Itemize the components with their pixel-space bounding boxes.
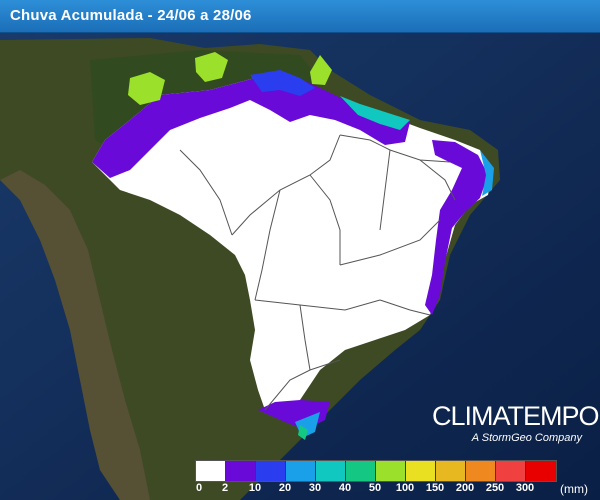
legend-swatch [406,461,436,481]
rain-peak-north [195,52,228,82]
legend-label: 100 [395,482,415,494]
legend-unit: (mm) [560,482,588,496]
legend-label: 150 [425,482,445,494]
rain-band-east [425,140,488,315]
rain-band-north [92,74,410,178]
state-borders [179,134,456,411]
legend-swatch [436,461,466,481]
brazil-area [92,72,492,420]
rain-edge-coast [340,96,410,130]
legend-label: 50 [368,482,382,494]
legend-label: 20 [278,482,292,494]
legend-ticks: 0 2 10 20 30 40 50 100 150 200 250 300 [195,482,575,496]
rain-legend: 0 2 10 20 30 40 50 100 150 200 250 300 (mm) [195,458,595,498]
rain-peak-northeast [310,55,332,85]
legend-swatch [196,461,226,481]
legend-swatches [195,460,557,482]
brand-tagline: A StormGeo Company [471,432,582,444]
legend-label: 250 [485,482,505,494]
legend-label: 30 [308,482,322,494]
legend-swatch [496,461,526,481]
legend-label: 40 [338,482,352,494]
legend-swatch [466,461,496,481]
legend-label: 10 [248,482,262,494]
legend-label: 300 [515,482,535,494]
climatempo-logo: CLIMATEMPO A StormGeo Company [432,401,600,444]
legend-swatch [526,461,556,481]
legend-swatch [376,461,406,481]
rain-map [0,33,600,500]
legend-swatch [256,461,286,481]
rain-edge-north [250,70,315,96]
title-bar: Chuva Acumulada - 24/06 a 28/06 [0,0,600,33]
legend-label: 200 [455,482,475,494]
rain-peak-south [298,425,308,440]
rain-peak-northwest [128,72,165,105]
legend-swatch [316,461,346,481]
legend-label: 0 [195,482,203,494]
legend-swatch [286,461,316,481]
brand-name: CLIMATEMPO [432,401,600,431]
andes [0,170,150,500]
legend-swatch [346,461,376,481]
legend-label: 2 [221,482,229,494]
rain-edge-east [480,150,494,196]
legend-swatch [226,461,256,481]
map-title: Chuva Acumulada - 24/06 a 28/06 [10,7,252,24]
